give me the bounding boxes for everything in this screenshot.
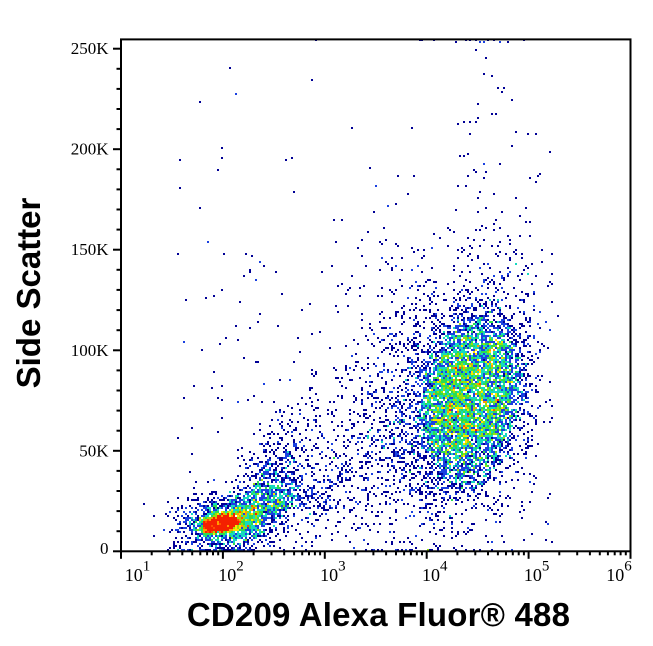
svg-text:250K: 250K (71, 39, 110, 58)
svg-text:5: 5 (542, 559, 550, 575)
svg-text:150K: 150K (71, 240, 110, 259)
svg-text:0: 0 (100, 539, 109, 558)
svg-text:Side Scatter: Side Scatter (10, 197, 47, 388)
svg-text:200K: 200K (71, 140, 110, 159)
svg-text:10: 10 (422, 565, 440, 585)
svg-text:10: 10 (524, 565, 542, 585)
svg-text:10: 10 (125, 565, 143, 585)
svg-text:50K: 50K (79, 441, 109, 460)
svg-text:3: 3 (338, 559, 346, 575)
svg-text:1: 1 (143, 559, 151, 575)
svg-text:CD209 Alexa Fluor® 488: CD209 Alexa Fluor® 488 (187, 596, 570, 633)
svg-text:2: 2 (236, 559, 244, 575)
svg-text:10: 10 (606, 565, 624, 585)
svg-text:10: 10 (218, 565, 236, 585)
svg-text:6: 6 (624, 559, 632, 575)
svg-text:4: 4 (440, 559, 448, 575)
svg-text:100K: 100K (71, 341, 110, 360)
svg-text:10: 10 (320, 565, 338, 585)
